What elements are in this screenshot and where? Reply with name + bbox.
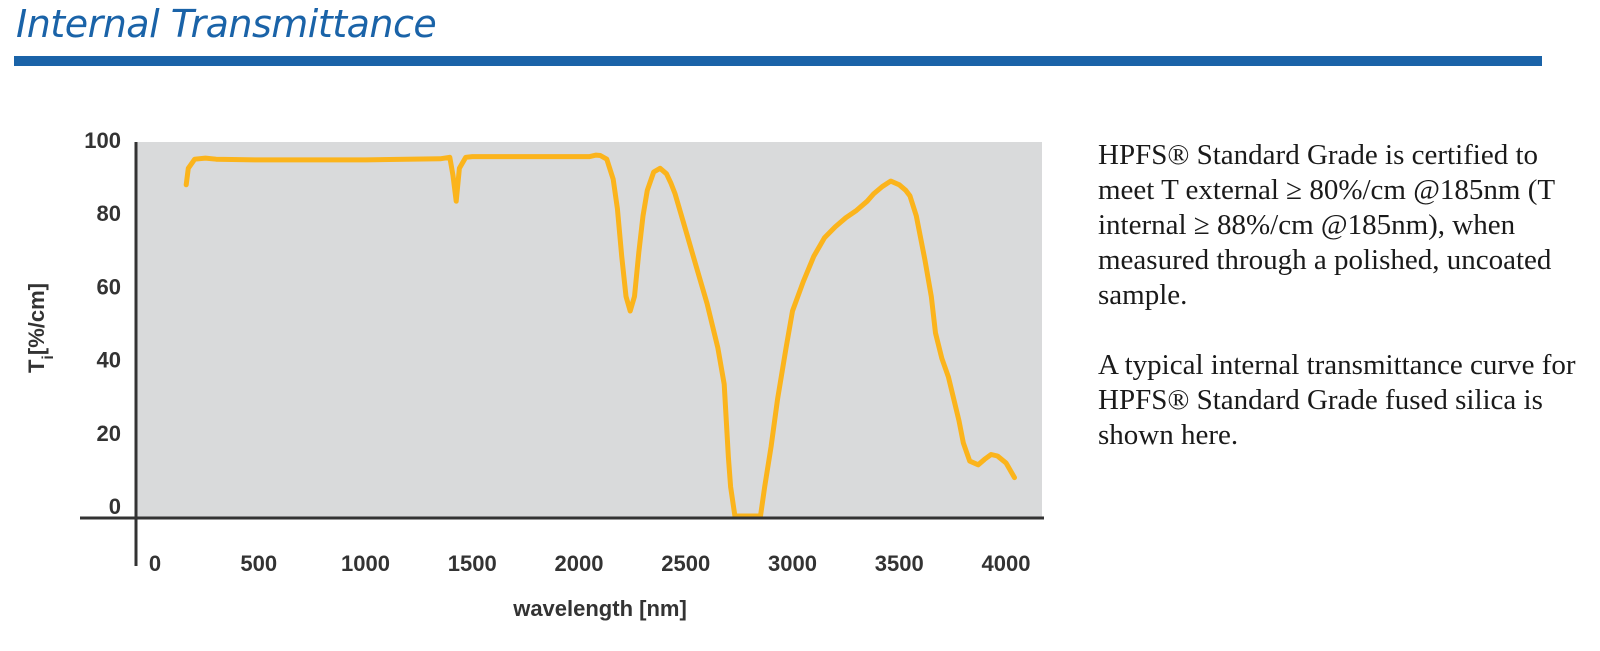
- plot-background: [136, 142, 1042, 517]
- description-paragraph-2: A typical internal transmittance curve f…: [1098, 348, 1578, 453]
- x-tick-label: 0: [149, 551, 161, 576]
- transmittance-chart: 0 20 40 60 80 100 0 500 1000 1500 2000 2500 3000 350…: [0, 0, 1070, 651]
- x-tick-label: 2000: [555, 551, 604, 576]
- y-axis-title: Ti[%/cm]: [24, 283, 57, 373]
- x-tick-label: 1000: [341, 551, 390, 576]
- x-tick-labels: 0 500 1000 1500 2000 2500 3000 3500 4000: [149, 551, 1031, 576]
- y-tick-labels: 0 20 40 60 80 100: [84, 128, 121, 519]
- y-tick-label: 0: [109, 494, 121, 519]
- x-tick-label: 1500: [448, 551, 497, 576]
- x-tick-label: 3000: [768, 551, 817, 576]
- y-tick-label: 80: [97, 201, 121, 226]
- y-tick-label: 20: [97, 421, 121, 446]
- x-tick-label: 500: [240, 551, 277, 576]
- y-tick-label: 60: [97, 274, 121, 299]
- description-paragraph-1: HPFS® Standard Grade is certified to mee…: [1098, 138, 1578, 313]
- description-text: HPFS® Standard Grade is certified to mee…: [1098, 138, 1578, 488]
- x-tick-label: 3500: [875, 551, 924, 576]
- x-tick-label: 2500: [661, 551, 710, 576]
- y-tick-label: 40: [97, 348, 121, 373]
- x-axis-title: wavelength [nm]: [512, 596, 687, 621]
- x-tick-label: 4000: [982, 551, 1031, 576]
- y-tick-label: 100: [84, 128, 121, 153]
